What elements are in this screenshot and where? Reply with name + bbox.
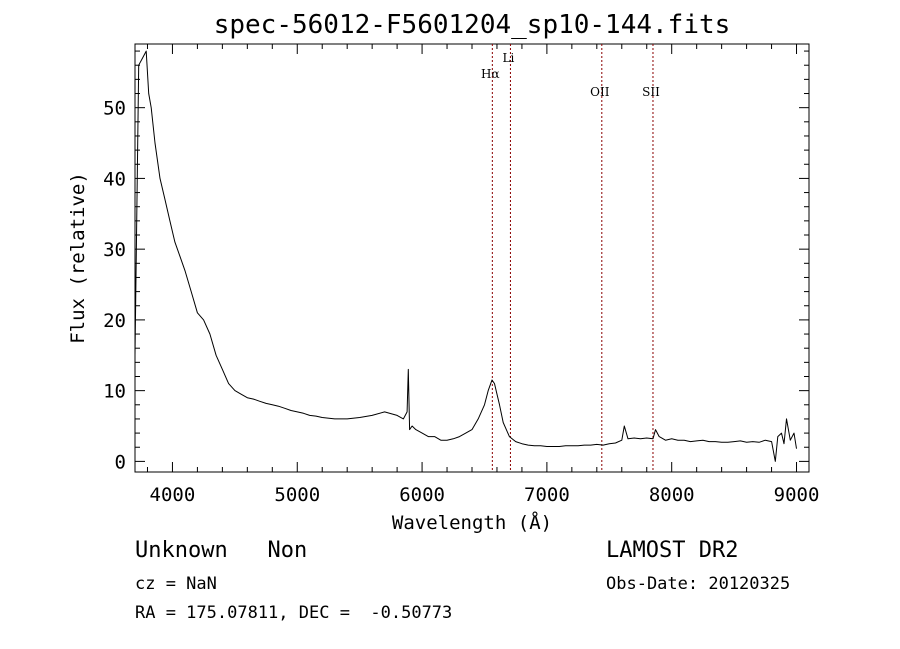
y-tick-label: 10 (103, 381, 126, 403)
x-axis-label: Wavelength (Å) (392, 511, 552, 534)
series-group (134, 50, 797, 462)
y-tick-label: 30 (103, 239, 126, 261)
line-marker-label: OII (590, 85, 610, 99)
x-tick-label: 7000 (524, 484, 570, 506)
x-tick-label: 5000 (274, 484, 320, 506)
y-tick-label: 50 (103, 98, 126, 120)
x-tick-label: 9000 (774, 484, 820, 506)
y-tick-label: 0 (115, 451, 126, 473)
x-tick-label: 8000 (649, 484, 695, 506)
x-tick-label: 6000 (399, 484, 445, 506)
obs-date-text: Obs-Date: 20120325 (606, 574, 791, 594)
x-tick-label: 4000 (150, 484, 196, 506)
x-axis: 4000 5000 6000 7000 8000 9000 (146, 44, 820, 506)
coordinates-text: RA = 175.07811, DEC = -0.50773 (135, 603, 453, 623)
spectrum-line (134, 50, 797, 462)
line-marker-label: SII (642, 85, 660, 99)
line-marker-label: Li (503, 51, 515, 65)
y-tick-label: 20 (103, 310, 126, 332)
chart-title: spec-56012-F5601204_sp10-144.fits (214, 10, 731, 40)
redshift-text: cz = NaN (135, 574, 217, 594)
y-axis: 0 10 20 30 40 50 (103, 50, 809, 473)
survey-name: LAMOST DR2 (606, 538, 739, 563)
plot-frame (134, 43, 810, 473)
y-axis-label: Flux (relative) (67, 172, 89, 344)
y-tick-label: 40 (103, 168, 126, 190)
object-class: Unknown Non (135, 538, 308, 563)
line-marker-label: Hα (481, 67, 500, 81)
